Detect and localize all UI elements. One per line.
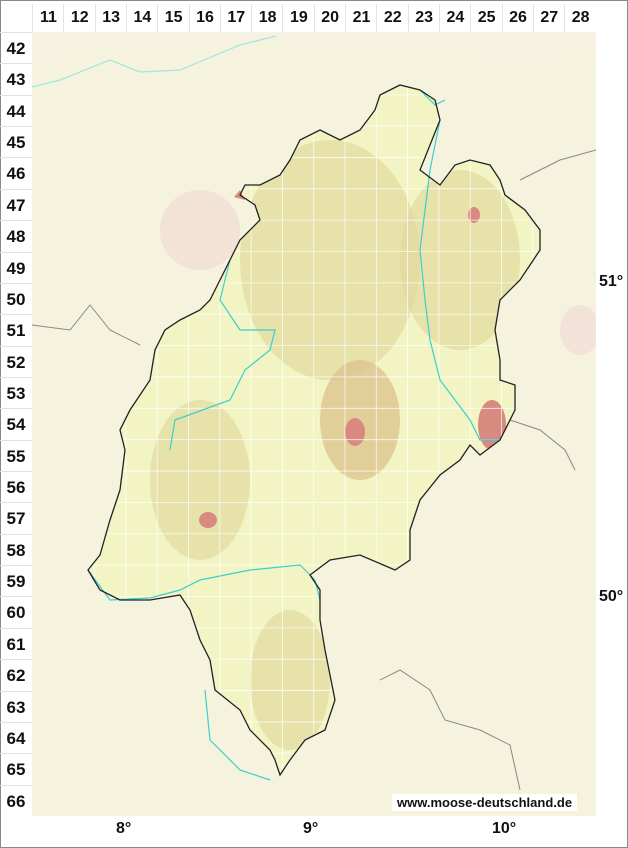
highland	[250, 610, 330, 750]
grid-column-label: 11	[32, 4, 64, 32]
grid-column-label: 18	[251, 4, 283, 32]
river	[32, 35, 277, 88]
peak-area	[199, 512, 217, 528]
grid-row-label: 57	[0, 502, 32, 534]
grid-column-label: 25	[470, 4, 502, 32]
grid-row-label: 54	[0, 408, 32, 440]
grid-row-label: 47	[0, 188, 32, 221]
grid-column-label: 16	[188, 4, 221, 32]
grid-row-label: 53	[0, 376, 32, 409]
grid-row-label: 63	[0, 690, 32, 723]
grid-row-label: 46	[0, 157, 32, 189]
grid-row-label: 55	[0, 439, 32, 472]
river-werra-fulda	[419, 119, 500, 441]
grid-row-label: 66	[0, 784, 32, 817]
grid-row-label: 56	[0, 471, 32, 503]
peak-area	[478, 400, 506, 450]
grid-row-label: 59	[0, 565, 32, 597]
terrain-patch	[160, 190, 240, 270]
state-border	[379, 669, 521, 791]
grid-column-label: 20	[313, 4, 346, 32]
river	[419, 89, 446, 106]
grid-row-label: 50	[0, 282, 32, 315]
grid-column-label: 24	[438, 4, 471, 32]
grid-row-label: 51	[0, 314, 32, 346]
grid-row-label: 44	[0, 94, 32, 127]
grid-row-label: 49	[0, 251, 32, 284]
latitude-label: 51°	[599, 273, 624, 290]
terrain-patch	[560, 305, 596, 355]
peak-area	[468, 207, 480, 223]
grid-column-label: 28	[564, 4, 596, 32]
river-rhine	[204, 689, 271, 781]
latitude-label: 50°	[599, 588, 624, 605]
grid-row-label: 61	[0, 627, 32, 660]
grid-row-label: 65	[0, 753, 32, 785]
grid-column-label: 27	[532, 4, 565, 32]
grid-row-label: 42	[0, 32, 32, 64]
grid-column-label: 21	[345, 4, 377, 32]
longitude-label: 9°	[303, 820, 319, 837]
longitude-label: 10°	[492, 820, 517, 837]
peak-area	[345, 418, 365, 446]
watermark: www.moose-deutschland.de	[392, 794, 578, 811]
grid-column-label: 23	[407, 4, 440, 32]
grid-column-label: 13	[94, 4, 127, 32]
longitude-label: 8°	[116, 820, 132, 837]
grid-row-label: 52	[0, 345, 32, 378]
highland	[400, 170, 520, 350]
grid-row-label: 62	[0, 659, 32, 691]
highland	[240, 140, 420, 380]
grid-row-label: 45	[0, 126, 32, 158]
grid-row-label: 48	[0, 220, 32, 252]
grid-row-label: 64	[0, 721, 32, 754]
state-border	[32, 304, 141, 346]
grid-row-label: 43	[0, 63, 32, 95]
grid-row-label: 58	[0, 533, 32, 566]
grid-row-label: 60	[0, 596, 32, 628]
highland	[150, 400, 250, 560]
state-border	[509, 419, 576, 471]
grid-column-label: 12	[63, 4, 95, 32]
distribution-map	[32, 32, 596, 816]
grid-column-label: 19	[282, 4, 314, 32]
grid-column-label: 26	[501, 4, 534, 32]
river-lahn	[169, 259, 276, 451]
grid-column-label: 22	[376, 4, 408, 32]
grid-column-label: 15	[157, 4, 189, 32]
grid-column-label: 17	[219, 4, 252, 32]
state-border	[519, 149, 596, 181]
grid-column-label: 14	[125, 4, 158, 32]
